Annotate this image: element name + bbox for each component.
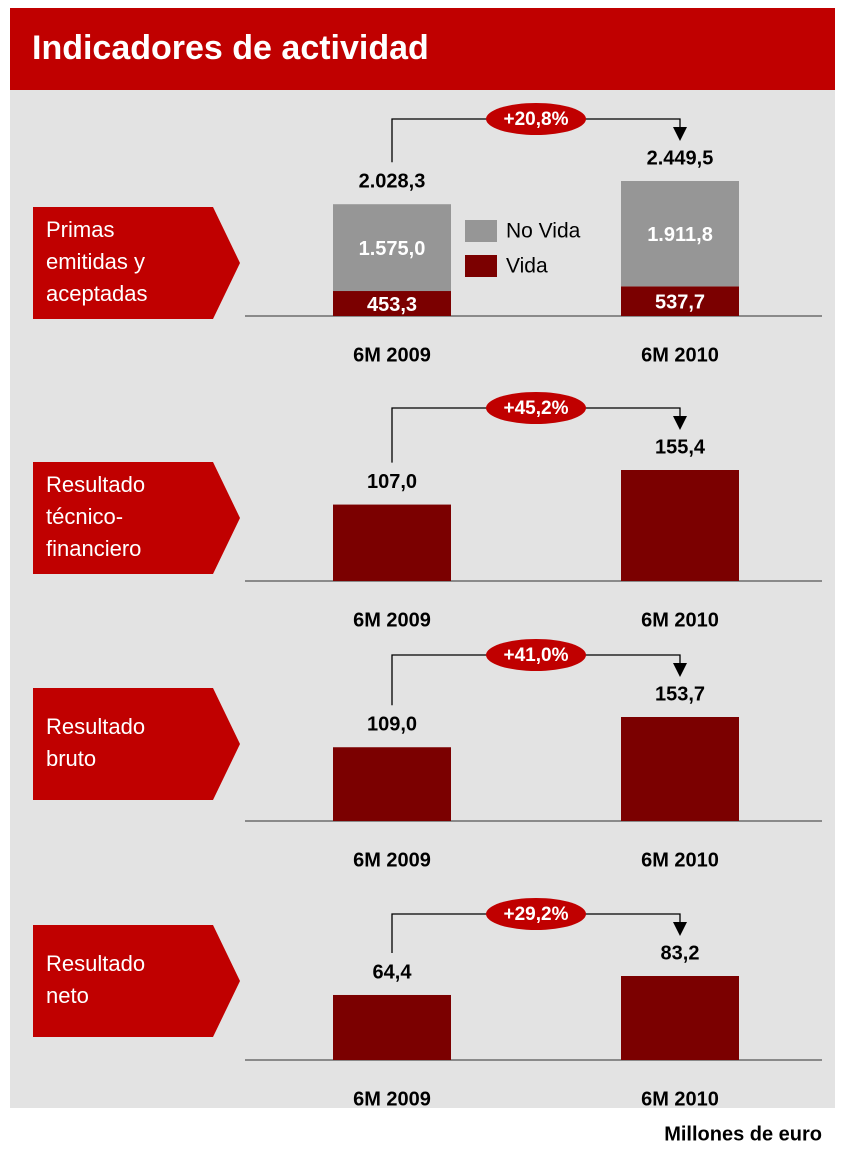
title: Indicadores de actividad xyxy=(32,29,429,67)
bar-segment xyxy=(333,204,451,292)
arrow-head xyxy=(673,663,687,677)
value-label: 155,4 xyxy=(655,436,706,458)
total-label: 2.449,5 xyxy=(647,147,714,169)
legend-swatch xyxy=(465,255,497,277)
growth-badge xyxy=(486,392,586,424)
category-label: 6M 2009 xyxy=(353,1088,431,1110)
bar xyxy=(621,717,739,821)
bar xyxy=(333,994,451,1060)
value-label: 64,4 xyxy=(373,961,413,983)
value-label: 537,7 xyxy=(655,291,705,313)
growth-label: +20,8% xyxy=(504,109,569,130)
category-label: 6M 2010 xyxy=(641,344,719,366)
value-label: 83,2 xyxy=(661,942,700,964)
label-line: emitidas y xyxy=(46,249,145,274)
legend-label: Vida xyxy=(506,255,548,278)
category-label: 6M 2009 xyxy=(353,344,431,366)
label-box xyxy=(33,925,240,1037)
arrow-head xyxy=(673,922,687,936)
label-line: aceptadas xyxy=(46,281,148,306)
bar-segment xyxy=(333,291,451,316)
category-label: 6M 2010 xyxy=(641,609,719,631)
growth-label: +29,2% xyxy=(504,904,569,925)
label-line: Primas xyxy=(46,217,114,242)
category-label: 6M 2009 xyxy=(353,609,431,631)
value-label: 1.575,0 xyxy=(359,238,426,260)
title-bar xyxy=(10,8,835,90)
label-box xyxy=(33,207,240,319)
category-label: 6M 2009 xyxy=(353,849,431,871)
growth-label: +41,0% xyxy=(504,645,569,666)
category-label: 6M 2010 xyxy=(641,849,719,871)
total-label: 2.028,3 xyxy=(359,170,426,192)
value-label: 453,3 xyxy=(367,294,417,316)
label-line: neto xyxy=(46,983,89,1008)
arrow-head xyxy=(673,416,687,430)
bar xyxy=(333,747,451,821)
arrow-head xyxy=(673,127,687,141)
footer: Millones de euro xyxy=(664,1123,822,1145)
growth-badge xyxy=(486,639,586,671)
label-line: Resultado xyxy=(46,714,145,739)
growth-badge xyxy=(486,103,586,135)
bar-segment xyxy=(621,286,739,316)
label-line: Resultado xyxy=(46,951,145,976)
growth-label: +45,2% xyxy=(504,398,569,419)
bar xyxy=(621,470,739,581)
label-line: bruto xyxy=(46,746,96,771)
growth-badge xyxy=(486,898,586,930)
label-box xyxy=(33,688,240,800)
label-line: Resultado xyxy=(46,472,145,497)
bar-segment xyxy=(621,181,739,287)
category-label: 6M 2010 xyxy=(641,1088,719,1110)
value-label: 153,7 xyxy=(655,683,705,705)
legend-swatch xyxy=(465,220,497,242)
label-line: financiero xyxy=(46,536,141,561)
bar xyxy=(621,976,739,1060)
value-label: 1.911,8 xyxy=(647,224,713,246)
bar xyxy=(333,504,451,581)
legend-label: No Vida xyxy=(506,220,581,243)
label-box xyxy=(33,462,240,574)
value-label: 109,0 xyxy=(367,714,417,736)
value-label: 107,0 xyxy=(367,471,417,493)
label-line: técnico- xyxy=(46,504,123,529)
